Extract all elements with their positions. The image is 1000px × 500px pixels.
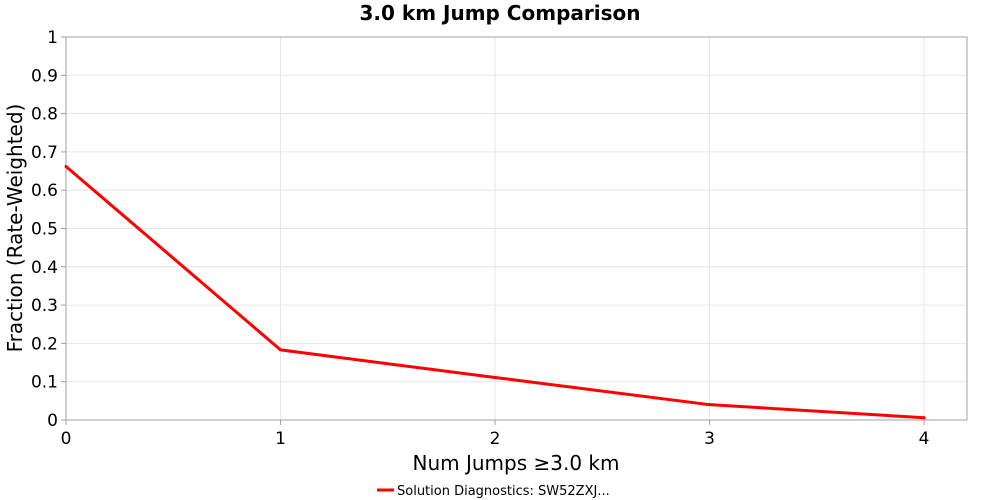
data-point [493, 375, 497, 379]
x-tick-label: 2 [490, 429, 501, 449]
y-axis-label: Fraction (Rate-Weighted) [3, 104, 27, 353]
y-tick-label: 0.2 [31, 334, 58, 354]
y-tick-label: 0.9 [31, 66, 58, 86]
legend-label: Solution Diagnostics: SW52ZXJ... [397, 484, 610, 499]
x-tick-label: 4 [919, 429, 930, 449]
y-tick-label: 0.6 [31, 181, 58, 201]
y-tick-label: 0.5 [31, 220, 58, 240]
data-point [64, 164, 68, 168]
y-tick-label: 0.3 [31, 296, 58, 316]
data-point [279, 348, 283, 352]
y-tick-label: 0.1 [31, 373, 58, 393]
x-axis: 0 1 2 3 4 [61, 420, 930, 449]
y-axis: 0 0.1 0.2 0.3 0.4 0.5 0.6 0.7 0.8 0.9 1 [31, 28, 66, 431]
legend: Solution Diagnostics: SW52ZXJ... [377, 484, 610, 499]
data-point [922, 416, 926, 420]
data-point [708, 403, 712, 407]
y-tick-label: 0.4 [31, 258, 58, 278]
x-tick-label: 3 [704, 429, 715, 449]
x-tick-label: 1 [275, 429, 286, 449]
y-tick-label: 0.8 [31, 105, 58, 125]
x-tick-label: 0 [61, 429, 72, 449]
chart-title: 3.0 km Jump Comparison [360, 1, 641, 25]
y-tick-label: 1 [47, 28, 58, 48]
grid [65, 36, 967, 421]
y-tick-label: 0 [47, 411, 58, 431]
series-layer [64, 164, 926, 420]
y-tick-label: 0.7 [31, 143, 58, 163]
x-axis-label: Num Jumps ≥3.0 km [413, 451, 620, 475]
